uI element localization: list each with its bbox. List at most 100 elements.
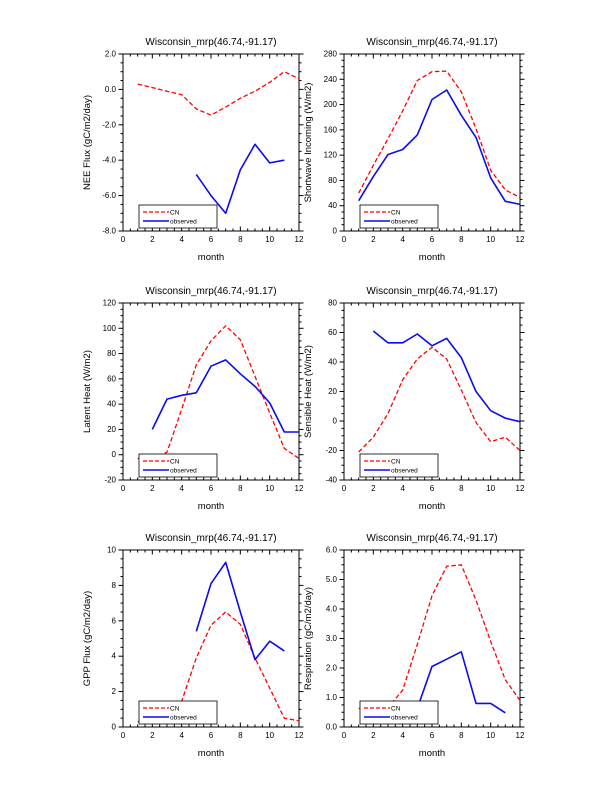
- y-axis-label: Shortwave Incoming (W/m2): [303, 83, 314, 203]
- y-tick-label: 0: [112, 450, 117, 459]
- chart-title: Wisconsin_mrp(46.74,-91.17): [145, 533, 276, 544]
- series-line-observed: [195, 143, 285, 215]
- legend-box: [138, 204, 218, 229]
- plot-area: 0 2 4 6 8 10 12 0.0 1.0 2.0 3.0 4.0 5.0 6.0 CN observed: [326, 546, 525, 741]
- y-tick-label: 2.0: [326, 664, 338, 673]
- x-tick-label: 0: [342, 731, 347, 740]
- y-axis-label: NEE Flux (gC/m2/day): [82, 95, 93, 190]
- plot-area: 0 2 4 6 8 10 12 -40 -20 0 20 40 60 80 CN observed: [325, 299, 525, 494]
- legend-box: [359, 204, 439, 229]
- series-line-cn: [358, 564, 521, 711]
- x-tick-label: 8: [238, 731, 243, 740]
- plot-area: 0 2 4 6 8 10 12 -8.0 -6.0 -4.0 -2.0 0.0 2.0 CN observe…: [102, 50, 304, 245]
- legend-box: [138, 453, 218, 478]
- y-tick-label: 0.0: [326, 723, 338, 732]
- legend-label-observed: observed: [391, 219, 418, 226]
- series-line-cn: [358, 346, 521, 453]
- y-tick-label: 0: [333, 227, 338, 236]
- y-tick-label: 40: [328, 201, 337, 210]
- chart-title: Wisconsin_mrp(46.74,-91.17): [145, 286, 276, 297]
- y-tick-label: -20: [325, 446, 337, 455]
- series-line-cn: [137, 325, 300, 460]
- y-tick-label: -4.0: [102, 156, 116, 165]
- y-tick-label: -2.0: [102, 120, 116, 129]
- y-tick-label: 0: [333, 417, 338, 426]
- x-tick-label: 12: [295, 731, 304, 740]
- y-tick-label: 0: [112, 723, 117, 732]
- chart-title: Wisconsin_mrp(46.74,-91.17): [366, 533, 497, 544]
- y-tick-label: 240: [324, 75, 338, 84]
- y-tick-label: 4.0: [326, 605, 338, 614]
- x-axis-label: month: [198, 748, 224, 759]
- x-tick-label: 2: [150, 484, 155, 493]
- y-tick-label: 60: [328, 328, 337, 337]
- x-tick-label: 4: [400, 731, 405, 740]
- series-line-observed: [358, 89, 521, 206]
- y-tick-label: 2: [112, 687, 117, 696]
- y-tick-label: 0.0: [105, 85, 117, 94]
- legend-label-cn: CN: [170, 459, 180, 466]
- x-tick-label: 6: [430, 484, 435, 493]
- x-tick-label: 10: [486, 235, 495, 244]
- x-tick-label: 4: [400, 484, 405, 493]
- chart-sensible-heat: Wisconsin_mrp(46.74,-91.17) Sensible Hea…: [303, 286, 525, 512]
- x-tick-label: 2: [150, 235, 155, 244]
- x-axis-label: month: [419, 252, 445, 263]
- y-tick-label: 40: [328, 358, 337, 367]
- y-tick-label: 100: [103, 324, 117, 333]
- y-axis-label: Sensible Heat (W/m2): [303, 345, 314, 438]
- axes-frame: [343, 302, 521, 481]
- x-tick-label: 4: [179, 484, 184, 493]
- x-tick-label: 12: [516, 235, 525, 244]
- legend-label-cn: CN: [391, 459, 401, 466]
- legend-label-observed: observed: [391, 715, 418, 722]
- y-tick-label: -6.0: [102, 191, 116, 200]
- x-tick-label: 6: [209, 484, 214, 493]
- x-tick-label: 10: [486, 484, 495, 493]
- y-tick-label: 80: [328, 299, 337, 308]
- y-axis-label: Respiration (gC/m2/day): [303, 587, 314, 690]
- chart-respiration: Wisconsin_mrp(46.74,-91.17) Respiration …: [303, 533, 525, 759]
- y-tick-label: 120: [324, 151, 338, 160]
- plot-area: 0 2 4 6 8 10 12 -20 0 20 40 60 80 100 120 CN observed: [103, 299, 304, 494]
- y-tick-label: -20: [104, 476, 116, 485]
- chart-title: Wisconsin_mrp(46.74,-91.17): [366, 286, 497, 297]
- x-tick-label: 0: [121, 731, 126, 740]
- x-tick-label: 0: [121, 484, 126, 493]
- x-axis-label: month: [198, 501, 224, 512]
- legend-box: [138, 700, 218, 725]
- x-tick-label: 6: [430, 731, 435, 740]
- series-line-observed: [195, 561, 285, 661]
- legend-box: [359, 453, 439, 478]
- x-tick-label: 8: [459, 235, 464, 244]
- chart-nee-flux: Wisconsin_mrp(46.74,-91.17) NEE Flux (gC…: [82, 37, 304, 263]
- x-tick-label: 12: [295, 484, 304, 493]
- legend-label-observed: observed: [170, 468, 197, 475]
- series-line-cn: [358, 70, 521, 199]
- y-tick-label: 3.0: [326, 634, 338, 643]
- x-axis-label: month: [419, 501, 445, 512]
- x-tick-label: 8: [459, 484, 464, 493]
- x-tick-label: 10: [265, 235, 274, 244]
- x-tick-label: 4: [400, 235, 405, 244]
- x-tick-label: 10: [265, 484, 274, 493]
- chart-latent-heat: Wisconsin_mrp(46.74,-91.17) Latent Heat …: [82, 286, 304, 512]
- axes-frame: [122, 53, 300, 232]
- x-tick-label: 0: [342, 484, 347, 493]
- y-tick-label: 6: [112, 616, 117, 625]
- x-tick-label: 4: [179, 731, 184, 740]
- y-tick-label: 4: [112, 652, 117, 661]
- x-tick-label: 2: [150, 731, 155, 740]
- y-tick-label: 280: [324, 50, 338, 59]
- series-line-observed: [372, 330, 521, 423]
- y-tick-label: 8: [112, 581, 117, 590]
- axes-frame: [122, 549, 300, 728]
- axes-frame: [343, 53, 521, 232]
- x-tick-label: 6: [430, 235, 435, 244]
- legend-label-cn: CN: [170, 706, 180, 713]
- y-tick-label: 160: [324, 125, 338, 134]
- series-line-cn: [137, 611, 300, 723]
- chart-shortwave-incoming: Wisconsin_mrp(46.74,-91.17) Shortwave In…: [303, 37, 525, 263]
